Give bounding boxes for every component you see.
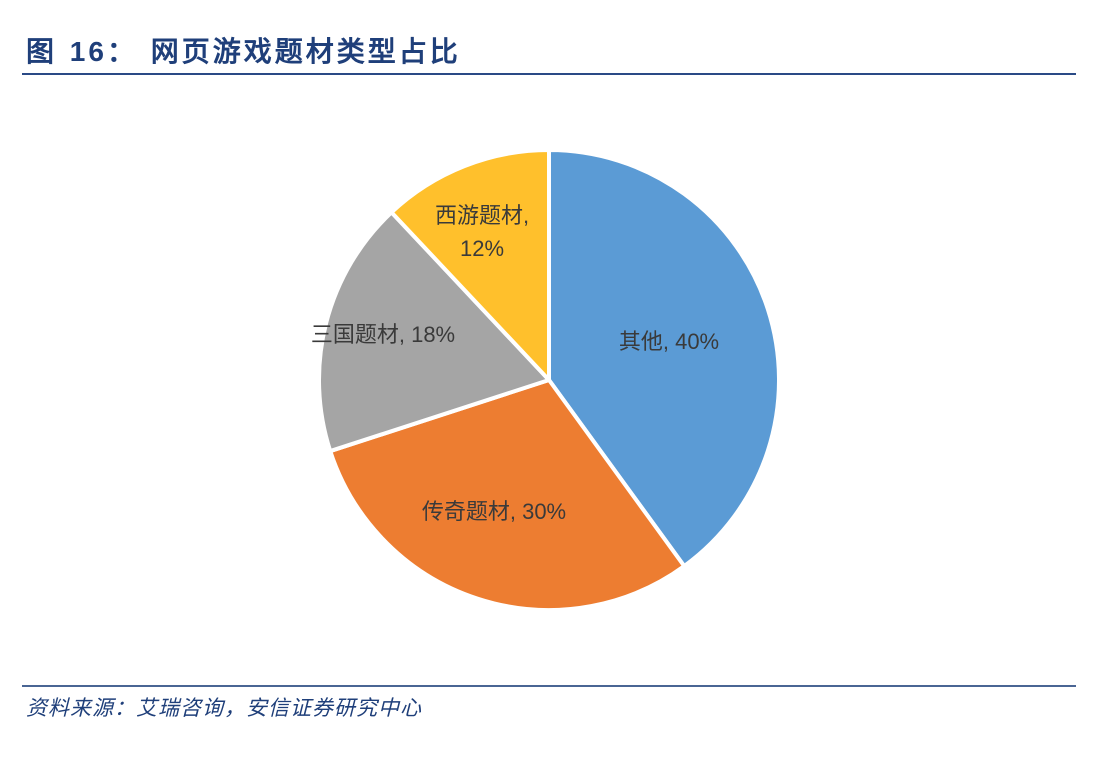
slice-journey-west	[389, 148, 551, 382]
slice-label-journey-west: 西游题材,	[435, 203, 529, 228]
slice-label-other: 其他, 40%	[619, 329, 719, 354]
slice-three-kingdoms	[317, 210, 551, 454]
pie-slices	[317, 148, 781, 612]
slice-label-legend: 传奇题材, 30%	[422, 499, 566, 524]
source-note: 资料来源：艾瑞咨询，安信证券研究中心	[26, 696, 422, 720]
chart-title: 网页游戏题材类型占比	[150, 35, 461, 68]
slice-legend	[328, 378, 687, 612]
figure-number: 16	[69, 36, 107, 67]
figure-prefix: 图	[26, 35, 58, 68]
footer-divider	[22, 685, 1076, 687]
slice-label-three-kingdoms: 三国题材, 18%	[311, 322, 455, 347]
title-divider	[22, 73, 1076, 75]
title-separator: ：	[106, 35, 138, 68]
slice-label-journey-west-pct: 12%	[460, 236, 504, 261]
figure-title: 图 16： 网页游戏题材类型占比	[26, 30, 461, 70]
slice-other	[547, 148, 781, 569]
